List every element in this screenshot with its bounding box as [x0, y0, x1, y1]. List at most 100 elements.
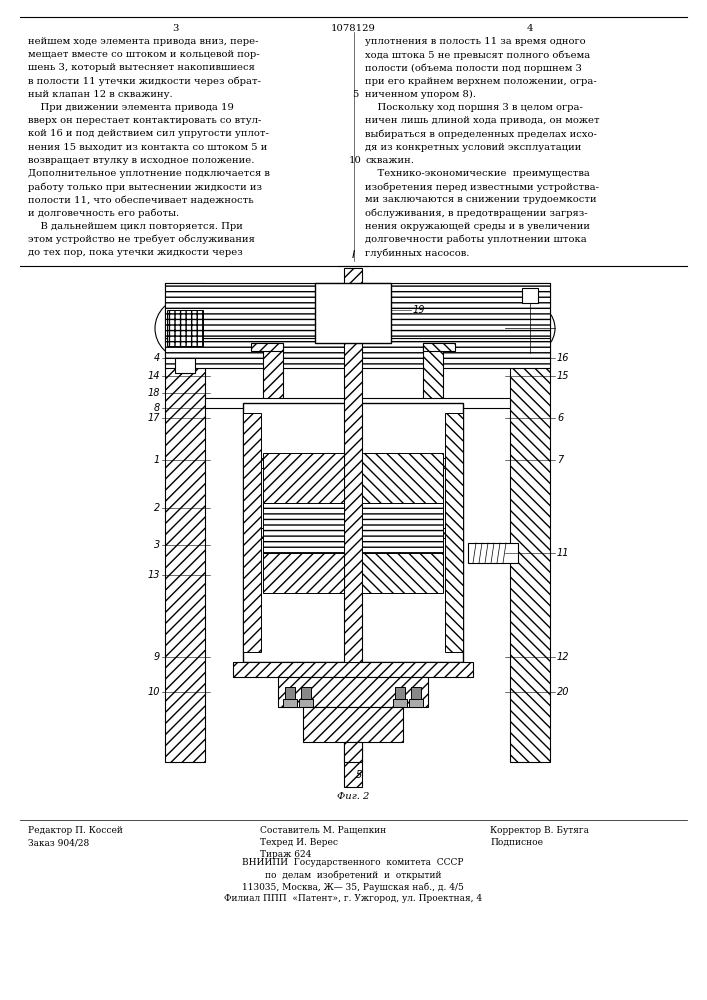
Text: нения 15 выходит из контакта со штоком 5 и: нения 15 выходит из контакта со штоком 5…: [28, 143, 267, 152]
Circle shape: [155, 298, 215, 358]
Text: Технико-экономические  преимущества: Технико-экономические преимущества: [365, 169, 590, 178]
Text: В дальнейшем цикл повторяется. При: В дальнейшем цикл повторяется. При: [28, 222, 243, 231]
Text: вверх он перестает контактировать со втул-: вверх он перестает контактировать со вту…: [28, 116, 262, 125]
Bar: [409, 699, 423, 707]
Text: Тираж 624: Тираж 624: [260, 850, 311, 859]
Circle shape: [366, 416, 370, 421]
Text: 1078129: 1078129: [331, 24, 375, 33]
Text: 11: 11: [557, 548, 570, 558]
Text: до тех пор, пока утечки жидкости через: до тех пор, пока утечки жидкости через: [28, 248, 243, 257]
Text: 5: 5: [352, 90, 358, 99]
Text: ный клапан 12 в скважину.: ный клапан 12 в скважину.: [28, 90, 173, 99]
Text: 5: 5: [356, 770, 362, 780]
Bar: [165, 338, 550, 368]
Bar: [362, 553, 443, 593]
Text: 4: 4: [153, 353, 160, 363]
Circle shape: [505, 303, 555, 353]
Text: возвращает втулку в исходное положение.: возвращает втулку в исходное положение.: [28, 156, 255, 165]
Text: полости (объема полости под поршнем 3: полости (объема полости под поршнем 3: [365, 63, 582, 73]
Bar: [205, 398, 510, 408]
Bar: [165, 283, 205, 762]
Circle shape: [336, 416, 341, 421]
Text: ничен лишь длиной хода привода, он может: ничен лишь длиной хода привода, он может: [365, 116, 600, 125]
Bar: [443, 528, 445, 538]
Text: Редактор П. Коссей: Редактор П. Коссей: [28, 826, 123, 835]
Text: шень 3, который вытесняет накопившиеся: шень 3, который вытесняет накопившиеся: [28, 63, 255, 72]
Text: 18: 18: [148, 388, 160, 398]
Bar: [165, 283, 550, 338]
Text: Поскольку ход поршня 3 в целом огра-: Поскольку ход поршня 3 в целом огра-: [365, 103, 583, 112]
Text: Подписное: Подписное: [490, 838, 543, 847]
Text: глубинных насосов.: глубинных насосов.: [365, 248, 469, 258]
Bar: [167, 310, 203, 346]
Text: I: I: [351, 250, 355, 260]
Text: 3: 3: [172, 24, 178, 33]
Text: и долговечность его работы.: и долговечность его работы.: [28, 209, 179, 218]
Bar: [285, 687, 295, 707]
Bar: [510, 283, 550, 762]
Bar: [362, 453, 443, 503]
Bar: [261, 528, 263, 538]
Bar: [423, 343, 443, 403]
Bar: [315, 283, 391, 343]
Bar: [261, 458, 263, 468]
Text: ВНИИПИ  Государственного  комитета  СССР: ВНИИПИ Государственного комитета СССР: [243, 858, 464, 867]
Text: хода штока 5 не превысят полного объема: хода штока 5 не превысят полного объема: [365, 50, 590, 60]
Bar: [344, 268, 362, 333]
Text: 9: 9: [153, 652, 160, 662]
Text: 17: 17: [148, 413, 160, 423]
Text: 12: 12: [557, 652, 570, 662]
Bar: [263, 343, 283, 403]
Bar: [251, 343, 283, 351]
Text: 13: 13: [148, 570, 160, 580]
Text: нения окружающей среды и в увеличении: нения окружающей среды и в увеличении: [365, 222, 590, 231]
Text: нейшем ходе элемента привода вниз, пере-: нейшем ходе элемента привода вниз, пере-: [28, 37, 259, 46]
Text: скважин.: скважин.: [365, 156, 414, 165]
Bar: [263, 503, 344, 553]
Text: полости 11, что обеспечивает надежность: полости 11, что обеспечивает надежность: [28, 195, 254, 204]
Bar: [263, 453, 344, 503]
Text: 4: 4: [527, 24, 533, 33]
Bar: [411, 687, 421, 707]
Bar: [303, 707, 403, 742]
Bar: [344, 333, 362, 787]
Bar: [423, 343, 455, 351]
Text: 10: 10: [148, 687, 160, 697]
Text: 20: 20: [557, 687, 570, 697]
Text: 16: 16: [557, 353, 570, 363]
Circle shape: [356, 416, 361, 421]
Text: 113035, Москва, Ж— 35, Раушская наб., д. 4/5: 113035, Москва, Ж— 35, Раушская наб., д.…: [242, 882, 464, 892]
Text: Техред И. Верес: Техред И. Верес: [260, 838, 338, 847]
Text: Корректор В. Бутяга: Корректор В. Бутяга: [490, 826, 589, 835]
Bar: [233, 662, 473, 677]
Text: Составитель М. Ращепкин: Составитель М. Ращепкин: [260, 826, 386, 835]
Text: по  делам  изобретений  и  открытий: по делам изобретений и открытий: [264, 870, 441, 880]
Text: обслуживания, в предотвращении загряз-: обслуживания, в предотвращении загряз-: [365, 209, 588, 218]
Text: При движении элемента привода 19: При движении элемента привода 19: [28, 103, 234, 112]
Bar: [393, 699, 407, 707]
Text: 14: 14: [148, 371, 160, 381]
Text: ниченном упором 8).: ниченном упором 8).: [365, 90, 476, 99]
Circle shape: [346, 416, 351, 421]
Text: кой 16 и под действием сил упругости уплот-: кой 16 и под действием сил упругости упл…: [28, 129, 269, 138]
Text: Заказ 904/28: Заказ 904/28: [28, 838, 89, 847]
Text: изобретения перед известными устройства-: изобретения перед известными устройства-: [365, 182, 599, 192]
Bar: [243, 403, 463, 662]
Text: ми заключаются в снижении трудоемкости: ми заключаются в снижении трудоемкости: [365, 195, 597, 204]
Bar: [344, 742, 362, 762]
Bar: [263, 553, 344, 593]
Text: 6: 6: [557, 413, 563, 423]
Text: выбираться в определенных пределах исхо-: выбираться в определенных пределах исхо-: [365, 129, 597, 139]
Text: мещает вместе со штоком и кольцевой пор-: мещает вместе со штоком и кольцевой пор-: [28, 50, 259, 59]
Bar: [443, 458, 445, 468]
Bar: [283, 699, 297, 707]
Bar: [278, 677, 428, 707]
Text: дя из конкретных условий эксплуатации: дя из конкретных условий эксплуатации: [365, 143, 581, 152]
Bar: [395, 687, 405, 707]
Text: уплотнения в полость 11 за время одного: уплотнения в полость 11 за время одного: [365, 37, 585, 46]
Text: Филиал ППП  «Патент», г. Ужгород, ул. Проектная, 4: Филиал ППП «Патент», г. Ужгород, ул. Про…: [224, 894, 482, 903]
Text: долговечности работы уплотнении штока: долговечности работы уплотнении штока: [365, 235, 587, 244]
Text: 8: 8: [153, 403, 160, 413]
Text: 10: 10: [349, 156, 361, 165]
Text: Дополнительное уплотнение подключается в: Дополнительное уплотнение подключается в: [28, 169, 270, 178]
